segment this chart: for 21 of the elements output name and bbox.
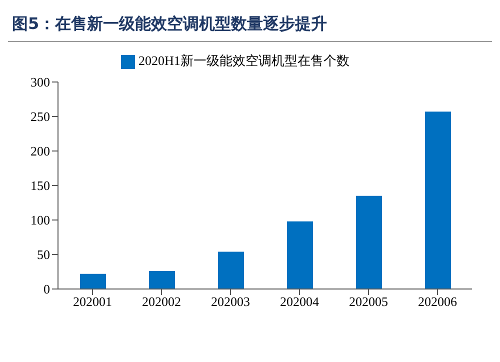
x-tick-label: 202002 — [142, 294, 181, 310]
y-tick-label: 250 — [30, 109, 50, 124]
x-tick-label: 202005 — [349, 294, 388, 310]
y-tick-label: 50 — [37, 247, 50, 262]
legend-label: 2020H1新一级能效空调机型在售个数 — [138, 53, 350, 68]
bar — [287, 221, 313, 289]
bar — [149, 271, 175, 289]
bar — [80, 274, 106, 289]
bar — [218, 252, 244, 289]
x-tick-label: 202004 — [280, 294, 320, 310]
bar — [356, 196, 382, 289]
y-tick-label: 150 — [30, 178, 50, 194]
x-tick-label: 202006 — [418, 294, 458, 310]
y-tick-label: 200 — [30, 144, 50, 159]
y-tick-label: 100 — [30, 212, 50, 228]
y-tick-label: 0 — [44, 282, 50, 297]
bar — [425, 112, 451, 289]
y-tick-label: 300 — [30, 74, 50, 90]
x-tick-label: 202001 — [73, 294, 112, 310]
x-tick-label: 202003 — [211, 294, 250, 310]
chart-title: 图5：在售新一级能效空调机型数量逐步提升 — [8, 8, 492, 42]
